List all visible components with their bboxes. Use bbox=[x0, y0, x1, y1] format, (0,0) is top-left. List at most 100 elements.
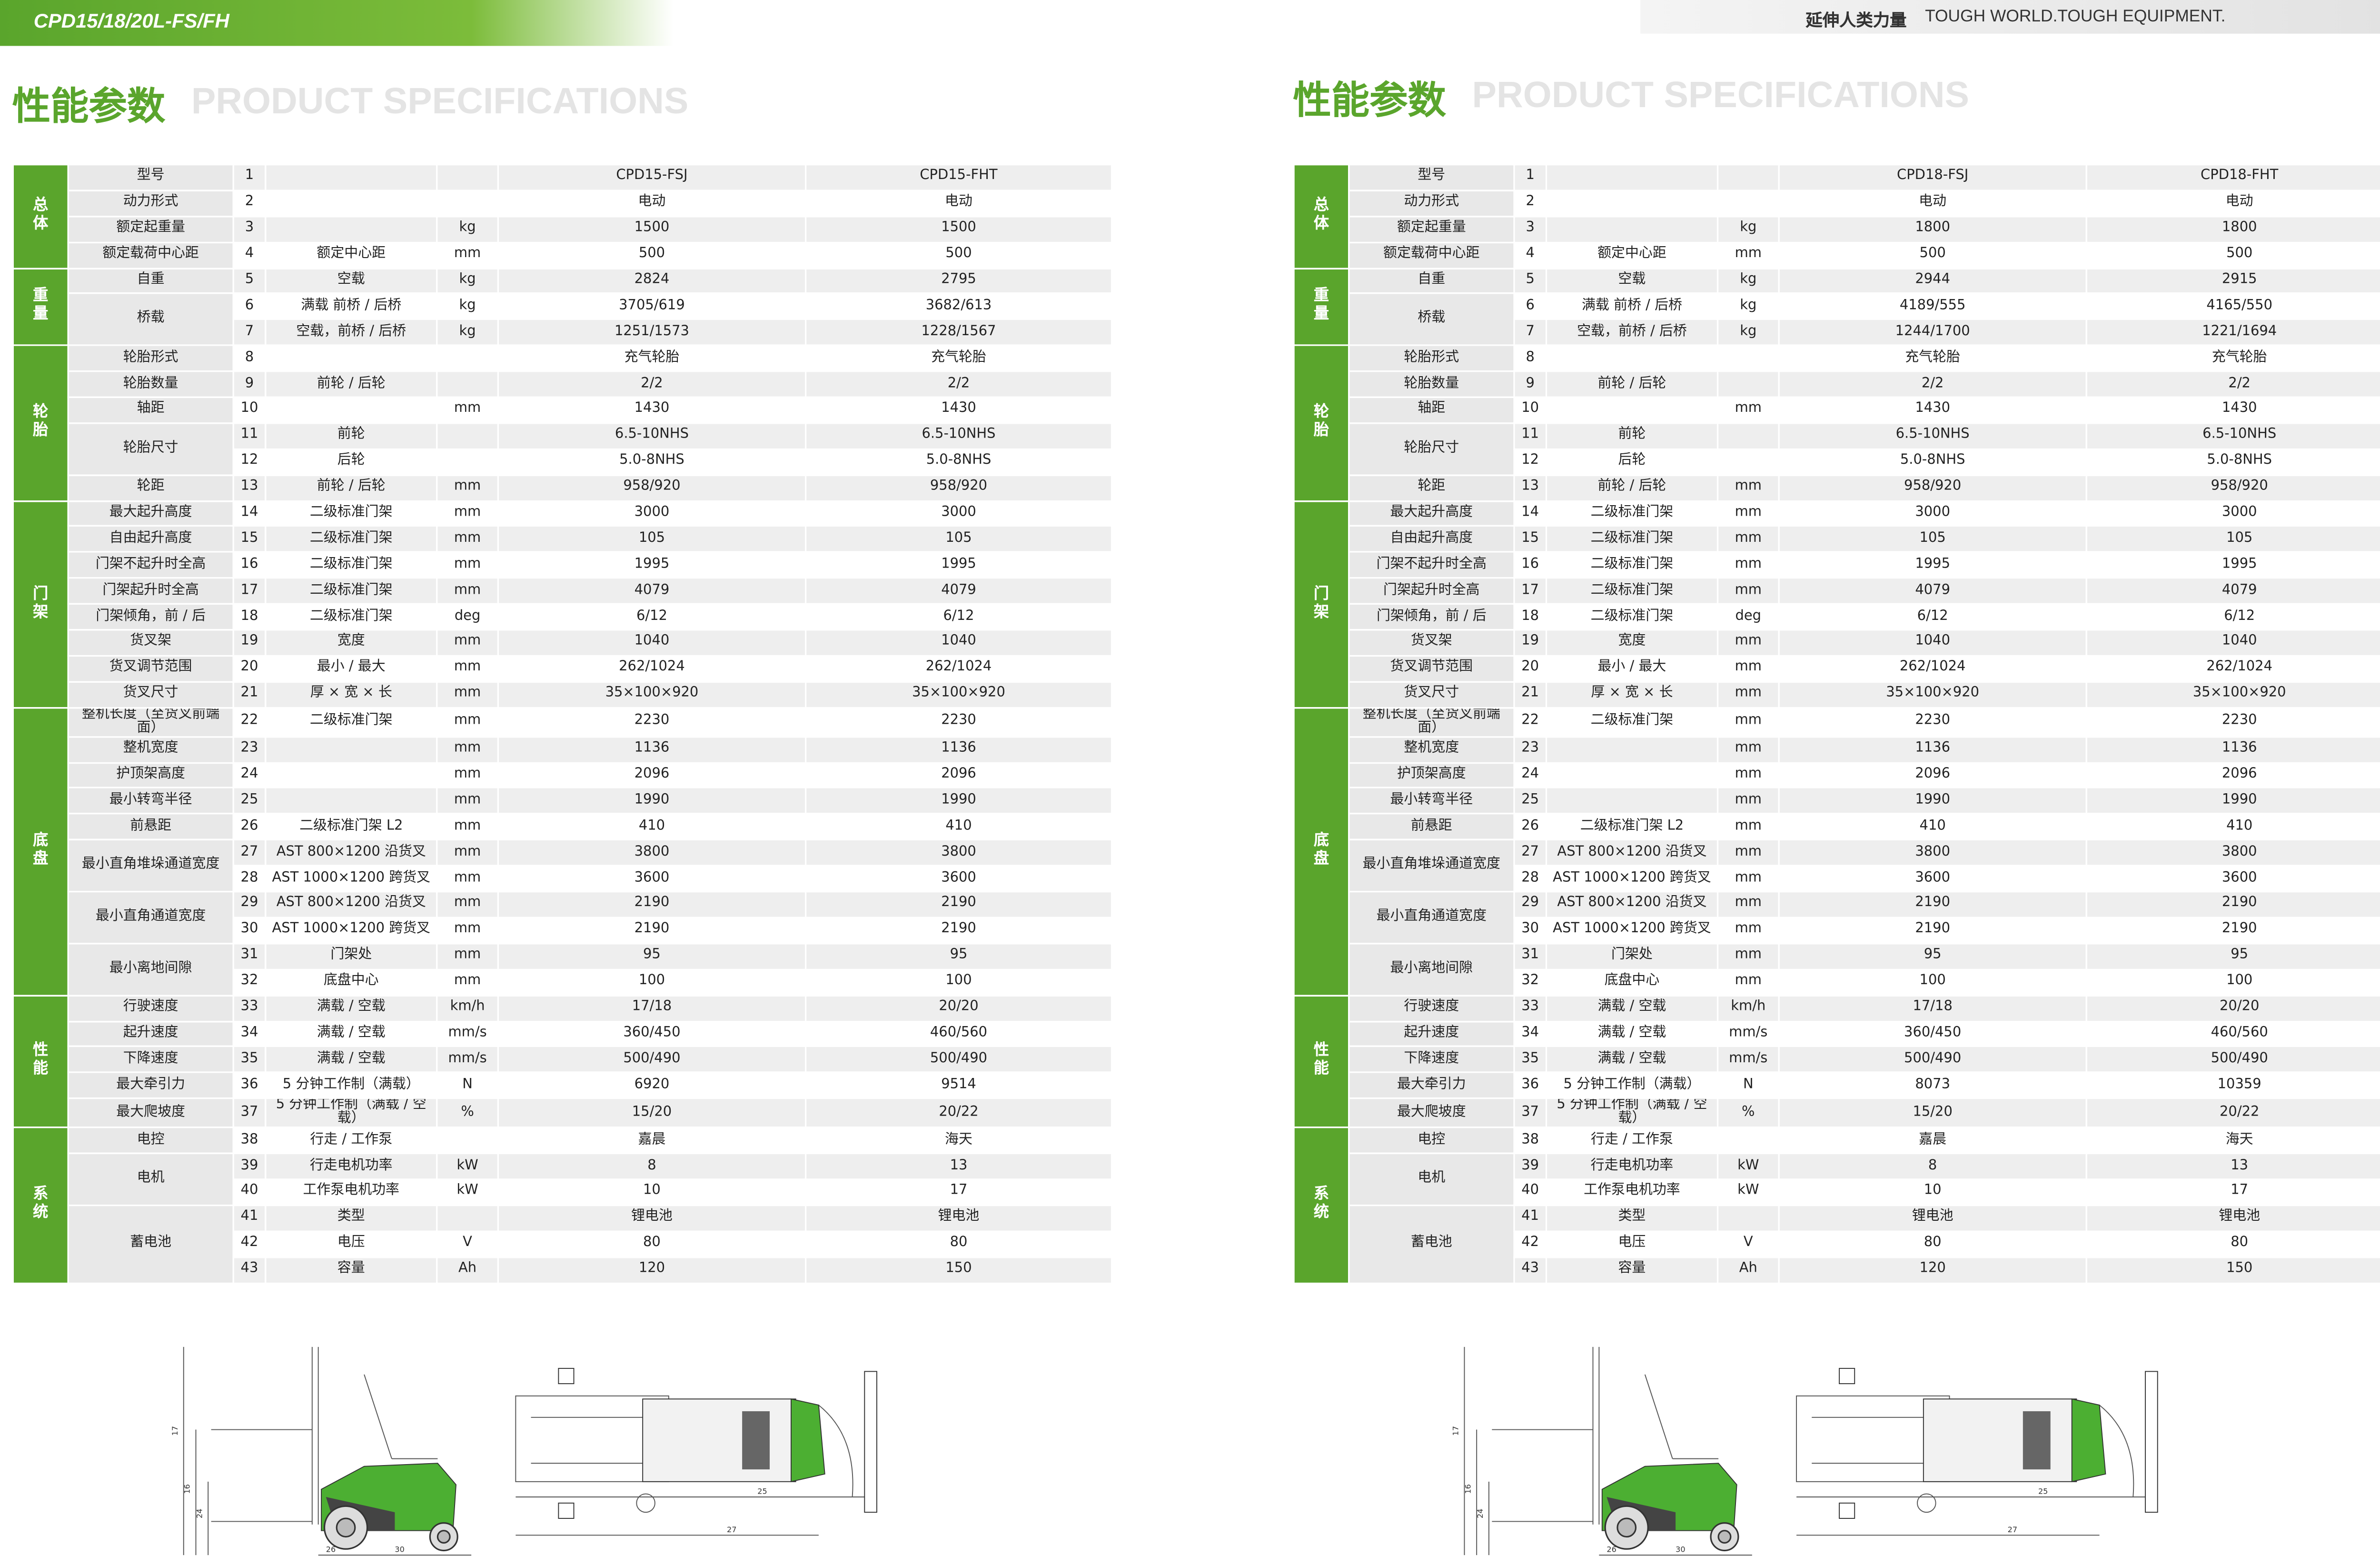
spec-body: 总体 型号 1 CPD15-FSJ CPD15-FHT 动力形式 2 电动 电动 额定起重量 3 kg… bbox=[12, 163, 1113, 1284]
spec-row: 最大爬坡度 37 5 分钟工作制（满载 / 空载）% 15/20 20/22 bbox=[1294, 1097, 2380, 1128]
model-value: 3600 bbox=[1778, 865, 2087, 893]
spec-table: 总体 型号 1 CPD18-FSJ CPD18-FHT 动力形式 2 电动 电动 额定起重量 3 kg… bbox=[1293, 163, 2380, 1284]
dimension-label: 26 bbox=[326, 1545, 336, 1554]
model-value: 2/2 bbox=[2085, 370, 2380, 398]
condition bbox=[1545, 396, 1719, 424]
model-value: 80 bbox=[1778, 1230, 2087, 1258]
spec-row: 42 电压 V 80 80 bbox=[13, 1230, 1113, 1258]
model-value: 3682/613 bbox=[804, 293, 1113, 320]
model-value: 6.5-10NHS bbox=[2085, 422, 2380, 450]
item-label: 最小离地间隙 bbox=[67, 942, 234, 996]
model-value: CPD15-FSJ bbox=[497, 163, 807, 191]
model-value: 3600 bbox=[497, 865, 807, 893]
condition bbox=[1545, 787, 1719, 815]
side-view-drawing: 17 16 24 26 30 bbox=[170, 1347, 472, 1556]
spec-row: 最小直角堆垛通道宽度 27 AST 800×1200 沿货叉 mm 3800 3800 bbox=[13, 839, 1113, 893]
spec-row: 底盘 整机长度（至货叉前端面） 22 二级标准门架 mm 2230 2230 bbox=[12, 707, 1113, 996]
row-number: 14 bbox=[232, 499, 267, 528]
item-label: 最大起升高度 bbox=[1348, 499, 1515, 528]
spec-row: 12 后轮 5.0-8NHS 5.0-8NHS bbox=[1294, 448, 2380, 476]
model-value: 1430 bbox=[804, 396, 1113, 424]
slogan-en: TOUGH WORLD.TOUGH EQUIPMENT. bbox=[1925, 8, 2226, 26]
condition bbox=[265, 396, 438, 424]
item-label: 货叉尺寸 bbox=[1348, 680, 1515, 708]
model-value: 1221/1694 bbox=[2085, 319, 2380, 347]
condition: 二级标准门架 bbox=[1545, 603, 1719, 631]
row-number: 10 bbox=[1513, 396, 1547, 424]
row-number: 42 bbox=[1513, 1230, 1547, 1258]
spec-row: 整机宽度 23 mm 1136 1136 bbox=[1294, 736, 2380, 763]
row-number: 9 bbox=[1513, 370, 1547, 398]
group-label: 门架 bbox=[33, 586, 49, 621]
condition: 额定中心距 bbox=[1545, 241, 1719, 269]
unit: kg bbox=[436, 319, 499, 347]
row-number: 9 bbox=[232, 370, 267, 398]
item-label: 电控 bbox=[1348, 1127, 1515, 1155]
unit: mm bbox=[436, 655, 499, 683]
unit: mm bbox=[436, 891, 499, 918]
model-value: 3000 bbox=[497, 499, 807, 528]
model-value: 锂电池 bbox=[804, 1204, 1113, 1232]
model-value: 8 bbox=[497, 1152, 807, 1180]
row-number: 19 bbox=[232, 629, 267, 657]
model-value: CPD18-FHT bbox=[2085, 163, 2380, 191]
row-number: 32 bbox=[1513, 968, 1547, 996]
spec-row: 43 容量 Ah 120 150 bbox=[13, 1256, 1113, 1284]
unit: kg bbox=[1716, 319, 1780, 347]
condition bbox=[265, 190, 438, 217]
spec-row: 电机 39 行走电机功率 kW 8 13 bbox=[13, 1152, 1113, 1206]
condition: 工作泵电机功率 bbox=[265, 1178, 438, 1206]
model-value: 100 bbox=[804, 968, 1113, 996]
model-value: 6/12 bbox=[2085, 603, 2380, 631]
condition: 行走 / 工作泵 bbox=[1545, 1127, 1719, 1155]
condition: 二级标准门架 L2 bbox=[1545, 813, 1719, 841]
model-value: 410 bbox=[497, 813, 807, 841]
dimension-label: 24 bbox=[195, 1509, 204, 1518]
unit: kW bbox=[436, 1178, 499, 1206]
dimension-label: 25 bbox=[2038, 1487, 2048, 1496]
spec-row: 轴距 10 mm 1430 1430 bbox=[1294, 396, 2380, 424]
model-value: 嘉晨 bbox=[497, 1127, 807, 1155]
model-value: 262/1024 bbox=[804, 655, 1113, 683]
unit: kW bbox=[1716, 1152, 1780, 1180]
model-value: 充气轮胎 bbox=[804, 345, 1113, 372]
model-value: 8 bbox=[1778, 1152, 2087, 1180]
condition: 5 分钟工作制（满载） bbox=[1545, 1072, 1719, 1099]
group-cell: 轮胎 bbox=[12, 345, 69, 502]
spec-row: 重量 自重 5 空载 kg 2944 2915 bbox=[1293, 267, 2380, 347]
row-number: 10 bbox=[232, 396, 267, 424]
unit: kg bbox=[1716, 293, 1780, 320]
condition: AST 1000×1200 跨货叉 bbox=[265, 917, 438, 944]
model-value: 35×100×920 bbox=[1778, 680, 2087, 708]
item-label: 货叉调节范围 bbox=[1348, 655, 1515, 683]
condition: 二级标准门架 bbox=[1545, 499, 1719, 528]
condition bbox=[1545, 761, 1719, 789]
row-number: 22 bbox=[232, 707, 267, 738]
group-cell: 门架 bbox=[1293, 499, 1350, 708]
row-number: 5 bbox=[1513, 267, 1547, 295]
unit: mm bbox=[1716, 917, 1780, 944]
row-number: 20 bbox=[232, 655, 267, 683]
row-number: 8 bbox=[232, 345, 267, 372]
unit: mm bbox=[436, 577, 499, 605]
unit: V bbox=[436, 1230, 499, 1258]
row-number: 33 bbox=[232, 994, 267, 1022]
section-title: 性能参数 bbox=[1293, 78, 1446, 123]
section-title: 性能参数 bbox=[12, 84, 166, 129]
item-label: 最小直角通道宽度 bbox=[67, 891, 234, 944]
model-value: 13 bbox=[2085, 1152, 2380, 1180]
unit bbox=[1716, 1204, 1780, 1232]
row-number: 29 bbox=[1513, 891, 1547, 918]
model-value: 2824 bbox=[497, 267, 807, 295]
model-value: 500 bbox=[497, 241, 807, 269]
item-label: 自重 bbox=[67, 267, 234, 295]
unit: kg bbox=[436, 215, 499, 243]
unit: mm bbox=[1716, 655, 1780, 683]
item-label: 桥载 bbox=[67, 293, 234, 347]
spec-row: 电机 39 行走电机功率 kW 8 13 bbox=[1294, 1152, 2380, 1206]
model-value: 100 bbox=[497, 968, 807, 996]
spec-row: 护顶架高度 24 mm 2096 2096 bbox=[13, 761, 1113, 789]
model-value: 958/920 bbox=[497, 474, 807, 502]
unit: mm bbox=[436, 736, 499, 763]
item-label: 型号 bbox=[67, 163, 234, 191]
